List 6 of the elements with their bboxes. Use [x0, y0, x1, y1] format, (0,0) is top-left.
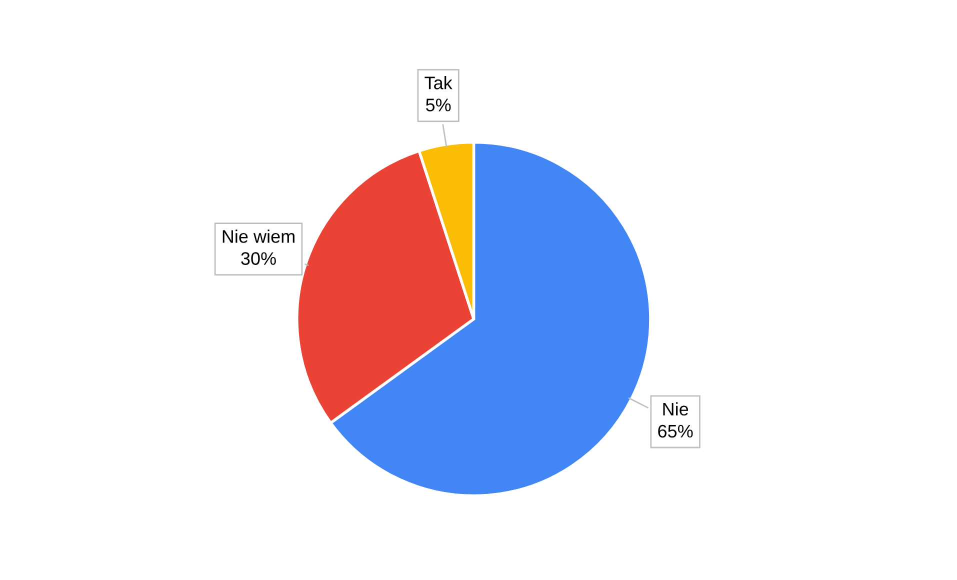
data-label: 65%	[658, 424, 693, 438]
slice-label: Nie	[663, 402, 688, 416]
slice-label: Nie wiem	[222, 230, 294, 243]
data-label: 5%	[426, 98, 451, 112]
slice-label: Tak	[424, 76, 452, 90]
data-label: 30%	[241, 252, 276, 265]
